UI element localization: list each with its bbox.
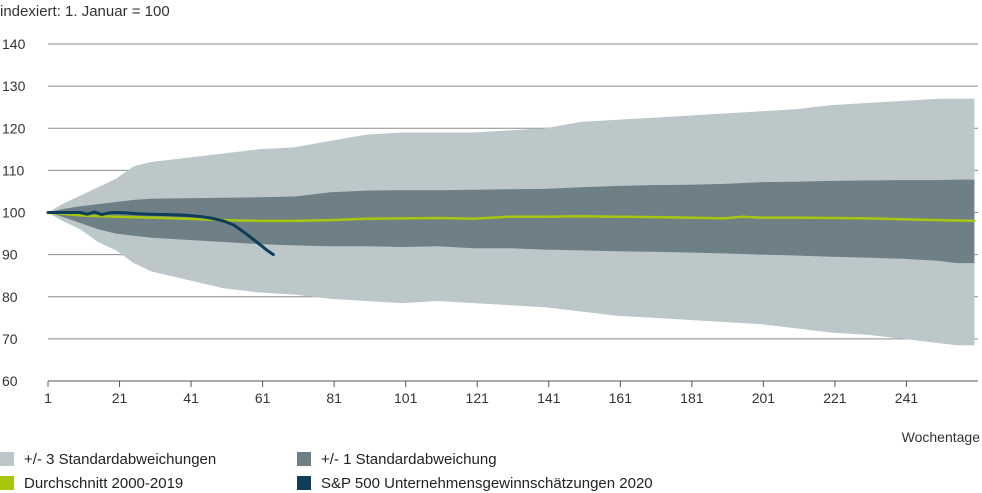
legend-label-average: Durchschnitt 2000-2019 [24, 474, 184, 492]
chart: indexiert: 1. Januar = 100 6070809010011… [0, 3, 981, 445]
legend-swatch-average [0, 476, 14, 490]
x-tick-label: 81 [326, 390, 342, 406]
legend-swatch-band3 [0, 452, 14, 466]
y-tick-label: 90 [2, 247, 18, 263]
legend-item-sp500: S&P 500 Unternehmensgewinnschätzungen 20… [297, 473, 653, 493]
x-tick-label: 241 [895, 390, 919, 406]
legend-label-band3: +/- 3 Standardabweichungen [24, 450, 217, 468]
lines [46, 210, 976, 257]
x-tick-label: 101 [394, 390, 418, 406]
chart-note: indexiert: 1. Januar = 100 [0, 3, 170, 20]
y-tick-label: 60 [2, 373, 18, 389]
legend-item-average: Durchschnitt 2000-2019 [0, 473, 183, 493]
x-tick-label: 61 [255, 390, 271, 406]
line-average [46, 211, 976, 223]
x-tick-label: 141 [537, 390, 561, 406]
y-tick-label: 110 [2, 162, 25, 178]
x-tick-label: 21 [112, 390, 128, 406]
y-tick-label: 100 [2, 205, 26, 221]
legend-label-sp500: S&P 500 Unternehmensgewinnschätzungen 20… [321, 474, 653, 492]
legend-item-band1: +/- 1 Standardabweichung [297, 449, 497, 469]
bands [48, 98, 975, 346]
x-tick-label: 201 [752, 390, 776, 406]
legend-swatch-band1 [297, 452, 311, 466]
x-tick-label: 1 [44, 390, 52, 406]
legend-label-band1: +/- 1 Standardabweichung [321, 450, 497, 468]
x-tick-label: 121 [466, 390, 490, 406]
x-tick-label: 221 [823, 390, 847, 406]
x-axis-label: Wochentage [902, 429, 981, 445]
y-tick-label: 70 [2, 331, 18, 347]
y-tick-label: 130 [2, 78, 26, 94]
y-tick-label: 140 [2, 36, 26, 52]
y-tick-label: 80 [2, 289, 18, 305]
legend-swatch-sp500 [297, 476, 311, 490]
line-sp500 [46, 210, 275, 257]
x-tick-label: 161 [609, 390, 633, 406]
legend: +/- 3 Standardabweichungen +/- 1 Standar… [0, 446, 982, 492]
y-tick-label: 120 [2, 120, 26, 136]
x-tick-label: 41 [183, 390, 199, 406]
x-tick-label: 181 [680, 390, 704, 406]
band-1sd [48, 179, 975, 264]
legend-item-band3: +/- 3 Standardabweichungen [0, 449, 216, 469]
